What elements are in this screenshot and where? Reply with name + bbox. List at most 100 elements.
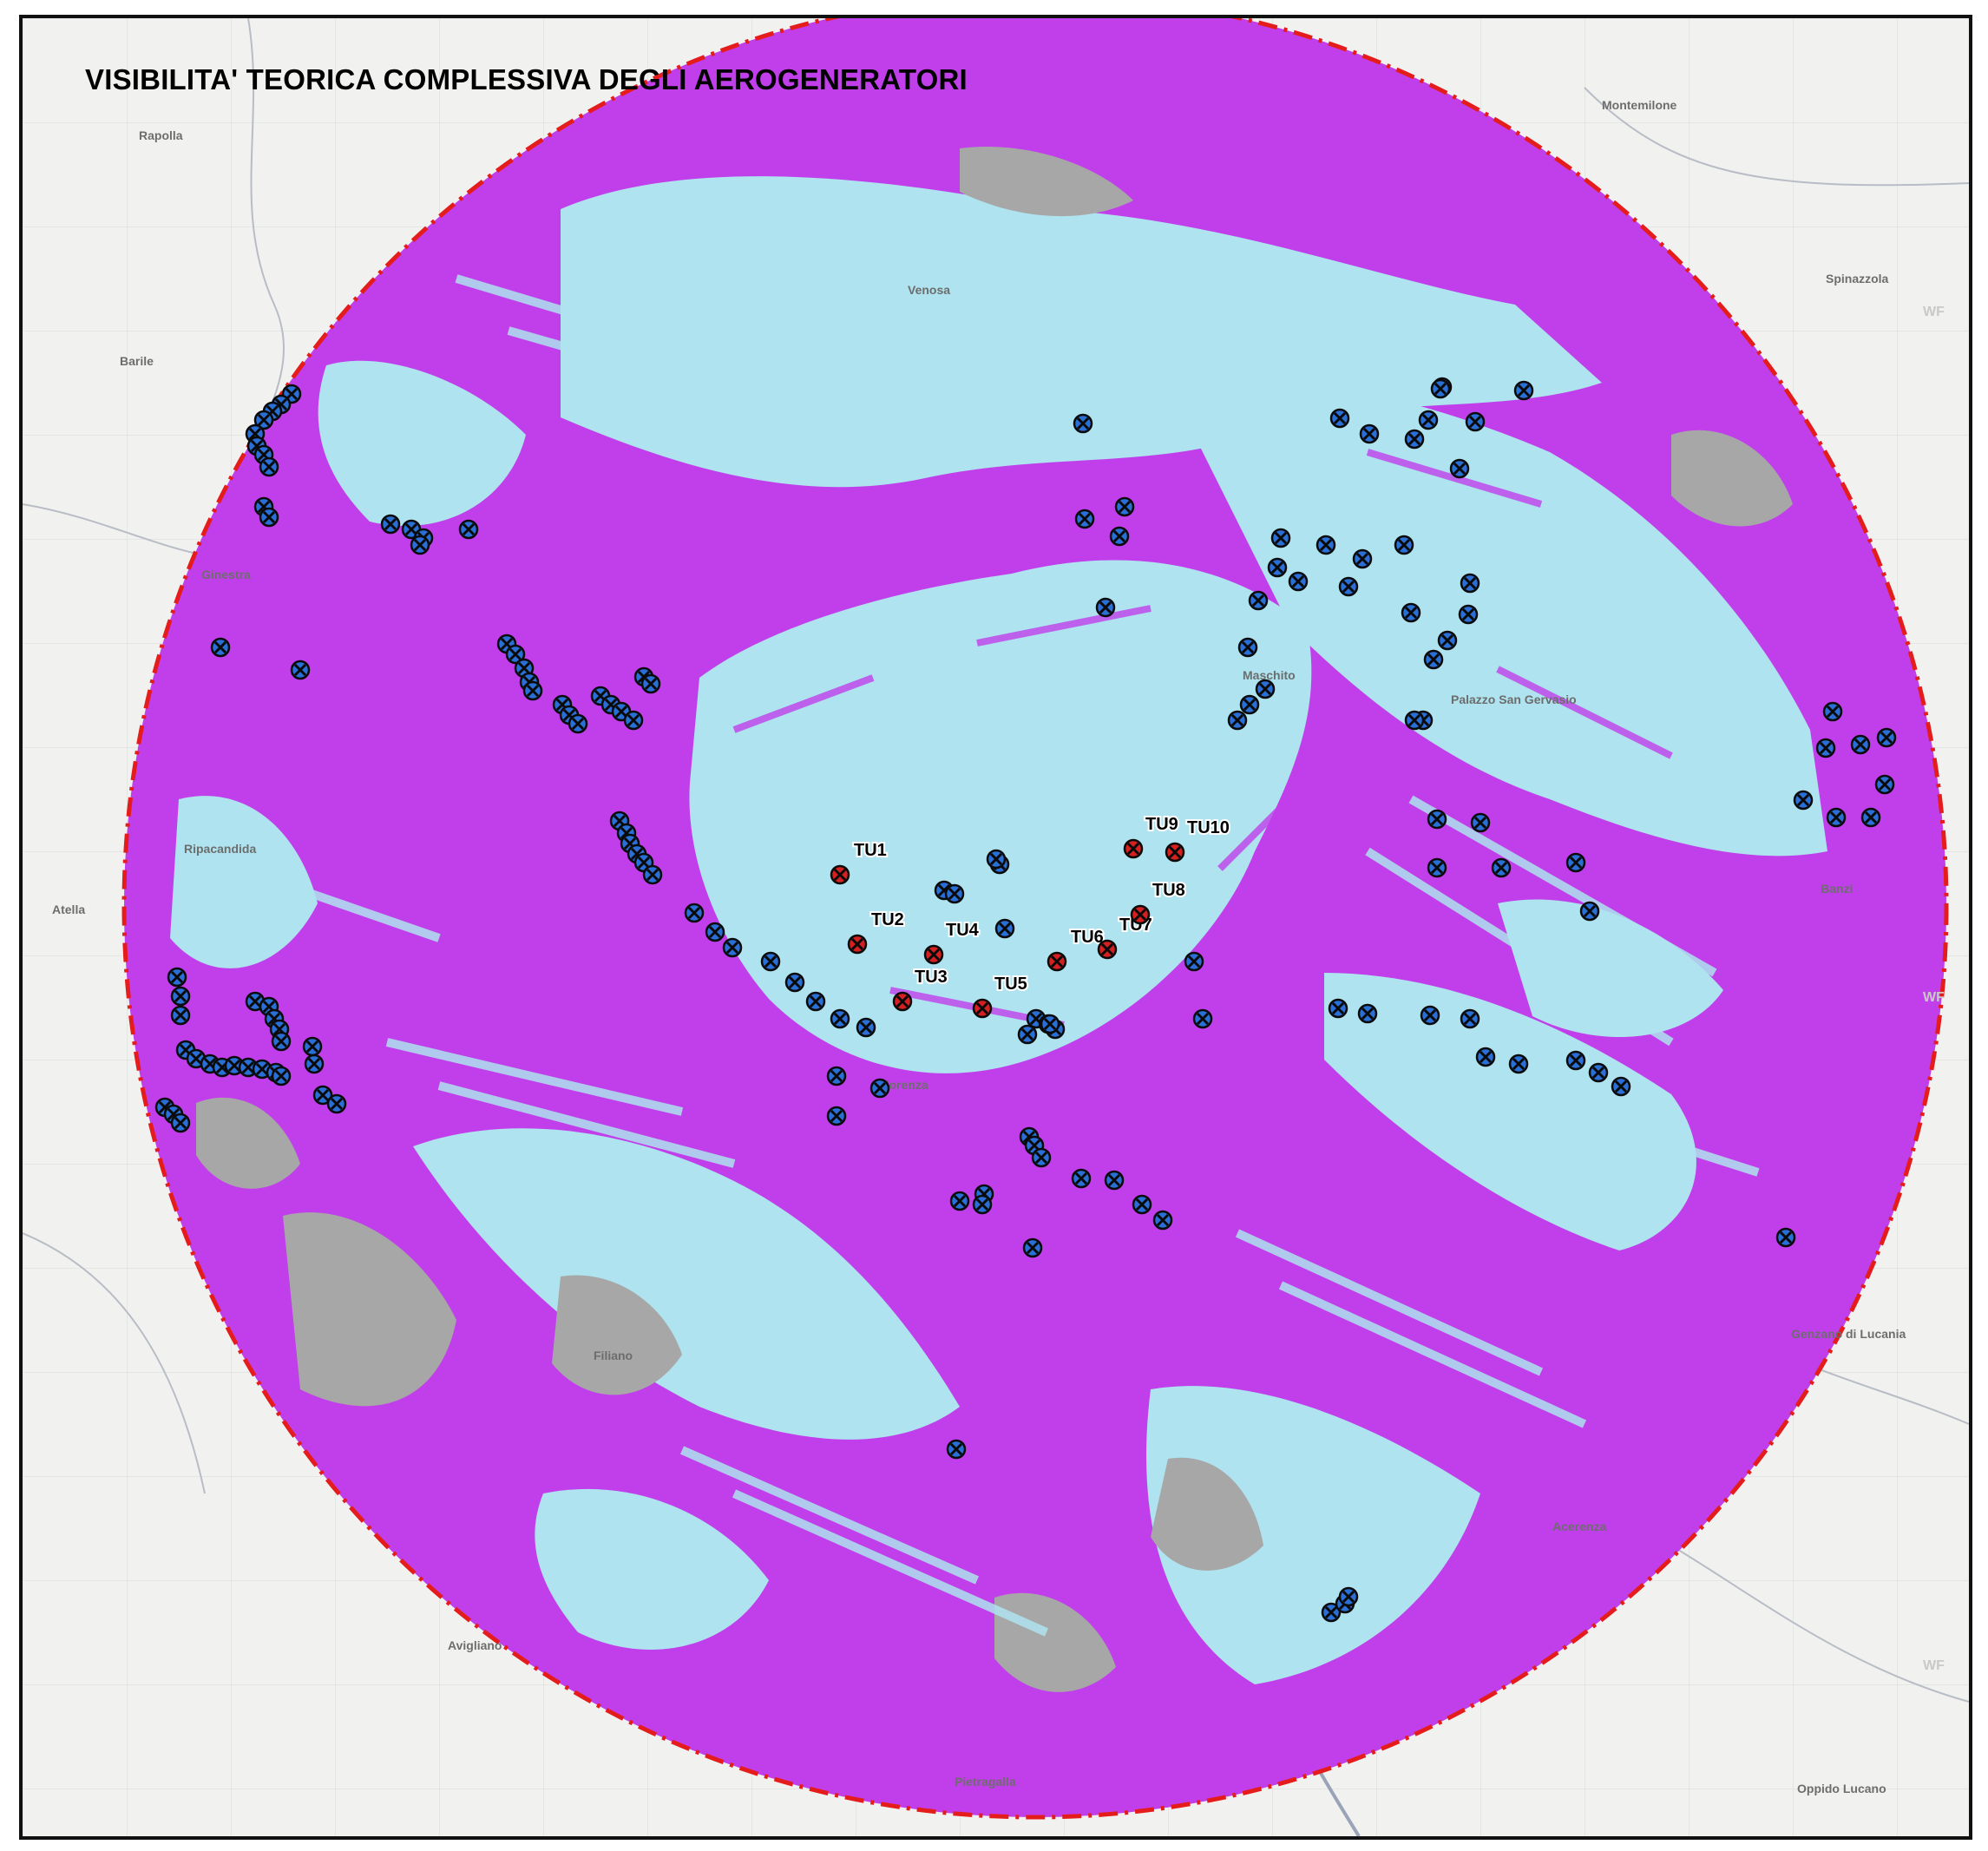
existing-turbine-marker[interactable]: [1104, 1170, 1125, 1191]
existing-turbine-marker[interactable]: [856, 1017, 876, 1038]
existing-turbine-marker[interactable]: [1338, 576, 1359, 597]
existing-turbine-marker[interactable]: [1460, 573, 1480, 594]
existing-turbine-marker[interactable]: [1073, 413, 1093, 434]
project-turbine-tu3[interactable]: TU3: [892, 966, 949, 1012]
existing-turbine-marker[interactable]: [1288, 571, 1309, 592]
existing-turbine-marker[interactable]: [1255, 679, 1276, 699]
existing-turbine-marker[interactable]: [1874, 774, 1895, 795]
existing-turbine-marker[interactable]: [380, 514, 401, 535]
existing-turbine-marker[interactable]: [290, 660, 311, 680]
existing-turbine-marker[interactable]: [826, 1066, 847, 1086]
existing-turbine-marker[interactable]: [1513, 380, 1534, 401]
map-frame[interactable]: WF WF WF Montemilone Rapolla Venosa Spin…: [19, 15, 1972, 1840]
existing-turbine-marker[interactable]: [1109, 526, 1130, 547]
existing-turbine-marker[interactable]: [949, 1191, 970, 1211]
existing-turbine-marker[interactable]: [1876, 727, 1897, 748]
existing-turbine-marker[interactable]: [1588, 1062, 1609, 1083]
existing-turbine-marker[interactable]: [1427, 809, 1447, 830]
existing-turbine-marker[interactable]: [972, 1194, 993, 1215]
existing-turbine-marker[interactable]: [167, 967, 187, 988]
project-turbine-tu9[interactable]: TU9: [1123, 813, 1180, 859]
existing-turbine-marker[interactable]: [1270, 528, 1291, 548]
existing-turbine-marker[interactable]: [1192, 1008, 1213, 1029]
existing-turbine-marker[interactable]: [1227, 710, 1248, 731]
existing-turbine-marker[interactable]: [1579, 901, 1600, 922]
existing-turbine-marker[interactable]: [170, 1113, 191, 1133]
existing-turbine-marker[interactable]: [1449, 458, 1470, 479]
existing-turbine-marker[interactable]: [170, 1005, 191, 1026]
existing-turbine-marker[interactable]: [312, 1085, 333, 1106]
existing-turbine-marker[interactable]: [994, 918, 1015, 939]
existing-turbine-marker[interactable]: [1114, 496, 1135, 517]
existing-turbine-marker[interactable]: [271, 1031, 292, 1052]
project-turbine-tu1[interactable]: TU1: [830, 839, 889, 885]
existing-turbine-marker[interactable]: [1427, 857, 1447, 878]
existing-turbine-marker[interactable]: [1352, 548, 1373, 569]
existing-turbine-marker[interactable]: [1184, 951, 1204, 972]
existing-turbine-marker[interactable]: [1022, 1237, 1043, 1258]
existing-turbine-marker[interactable]: [1338, 1586, 1359, 1607]
existing-turbine-marker[interactable]: [170, 986, 191, 1007]
existing-turbine-marker[interactable]: [869, 1078, 890, 1099]
existing-turbine-marker[interactable]: [1031, 1147, 1052, 1168]
existing-turbine-marker[interactable]: [1357, 1003, 1378, 1024]
existing-turbine-marker[interactable]: [1315, 535, 1336, 555]
existing-turbine-marker[interactable]: [1404, 710, 1425, 731]
existing-turbine-marker[interactable]: [830, 1008, 850, 1029]
project-turbine-tu2[interactable]: TU2: [847, 909, 906, 955]
existing-turbine-marker[interactable]: [1074, 509, 1095, 529]
existing-turbine-marker[interactable]: [805, 991, 826, 1012]
existing-turbine-marker[interactable]: [640, 673, 661, 694]
existing-turbine-marker[interactable]: [458, 519, 479, 540]
existing-turbine-marker[interactable]: [1460, 1008, 1480, 1029]
existing-turbine-marker[interactable]: [253, 410, 274, 430]
existing-turbine-marker[interactable]: [722, 937, 743, 958]
existing-turbine-marker[interactable]: [986, 849, 1007, 870]
existing-turbine-marker[interactable]: [1793, 790, 1814, 811]
existing-turbine-marker[interactable]: [326, 1093, 347, 1114]
existing-turbine-marker[interactable]: [684, 903, 705, 923]
existing-turbine-marker[interactable]: [1248, 590, 1269, 611]
existing-turbine-marker[interactable]: [1437, 630, 1458, 651]
existing-turbine-marker[interactable]: [271, 1066, 292, 1086]
project-turbine-tu5[interactable]: TU5: [972, 973, 1029, 1019]
existing-turbine-marker[interactable]: [642, 864, 663, 885]
existing-turbine-marker[interactable]: [568, 713, 588, 734]
project-turbine-tu4[interactable]: TU4: [923, 919, 981, 965]
existing-turbine-marker[interactable]: [1152, 1210, 1173, 1231]
existing-turbine-marker[interactable]: [946, 1439, 967, 1460]
map-canvas[interactable]: WF WF WF Montemilone Rapolla Venosa Spin…: [23, 18, 1969, 1836]
existing-turbine-marker[interactable]: [1860, 807, 1881, 828]
existing-turbine-marker[interactable]: [259, 507, 279, 528]
existing-turbine-marker[interactable]: [304, 1053, 325, 1074]
existing-turbine-marker[interactable]: [1329, 408, 1350, 429]
existing-turbine-marker[interactable]: [760, 951, 781, 972]
existing-turbine-marker[interactable]: [302, 1036, 323, 1057]
existing-turbine-marker[interactable]: [1267, 557, 1288, 578]
existing-turbine-marker[interactable]: [1470, 812, 1491, 833]
existing-turbine-marker[interactable]: [259, 456, 279, 477]
existing-turbine-marker[interactable]: [1401, 602, 1421, 623]
existing-turbine-marker[interactable]: [826, 1106, 847, 1126]
existing-turbine-marker[interactable]: [245, 991, 266, 1012]
existing-turbine-marker[interactable]: [1237, 637, 1258, 658]
existing-turbine-marker[interactable]: [210, 637, 231, 658]
existing-turbine-marker[interactable]: [1394, 535, 1414, 555]
existing-turbine-marker[interactable]: [238, 1057, 259, 1078]
existing-turbine-marker[interactable]: [1850, 734, 1871, 755]
existing-turbine-marker[interactable]: [1822, 701, 1843, 722]
existing-turbine-marker[interactable]: [1423, 649, 1444, 670]
existing-turbine-marker[interactable]: [1017, 1024, 1038, 1045]
existing-turbine-marker[interactable]: [1040, 1014, 1060, 1034]
existing-turbine-marker[interactable]: [1359, 423, 1380, 444]
existing-turbine-marker[interactable]: [1611, 1076, 1631, 1097]
existing-turbine-marker[interactable]: [1071, 1168, 1092, 1189]
existing-turbine-marker[interactable]: [1775, 1227, 1796, 1248]
existing-turbine-marker[interactable]: [1328, 998, 1348, 1019]
existing-turbine-marker[interactable]: [410, 535, 430, 555]
existing-turbine-marker[interactable]: [252, 1059, 272, 1080]
existing-turbine-marker[interactable]: [1815, 738, 1836, 758]
existing-turbine-marker[interactable]: [1465, 411, 1486, 432]
existing-turbine-marker[interactable]: [522, 680, 543, 701]
existing-turbine-marker[interactable]: [1508, 1053, 1529, 1074]
